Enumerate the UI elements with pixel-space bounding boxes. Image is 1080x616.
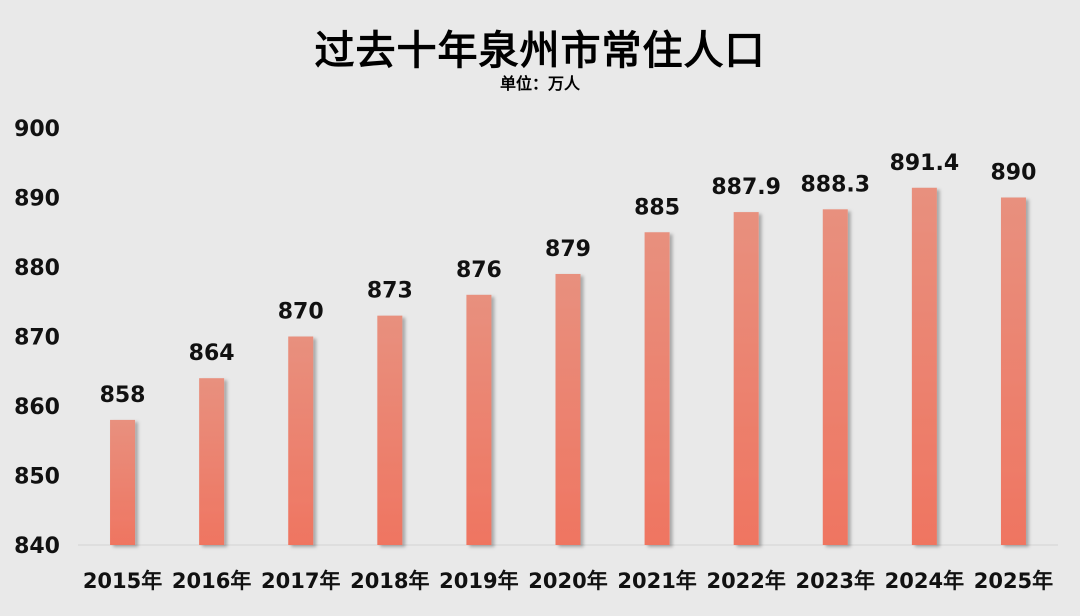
- bar: [377, 315, 403, 545]
- data-label: 873: [367, 279, 413, 304]
- bar: [555, 273, 581, 545]
- chart-subtitle: 单位：万人: [499, 74, 580, 93]
- y-tick-label: 880: [14, 256, 60, 281]
- x-tick-label: 2020年: [528, 569, 607, 593]
- data-label: 891.4: [890, 151, 960, 176]
- x-tick-label: 2021年: [617, 569, 696, 593]
- data-label: 858: [100, 383, 146, 408]
- bar: [199, 378, 225, 545]
- y-tick-label: 890: [14, 187, 60, 212]
- data-label: 864: [189, 341, 235, 366]
- bar: [733, 212, 759, 545]
- y-tick-label: 840: [14, 534, 60, 559]
- data-label: 876: [456, 258, 502, 283]
- bar: [288, 336, 314, 545]
- bar: [911, 187, 937, 545]
- data-label: 885: [634, 195, 680, 220]
- data-label: 887.9: [711, 175, 781, 200]
- bar: [466, 294, 492, 545]
- x-tick-label: 2016年: [172, 569, 251, 593]
- x-tick-label: 2019年: [439, 569, 518, 593]
- data-label: 890: [990, 161, 1036, 186]
- x-tick-label: 2022年: [706, 569, 785, 593]
- data-label: 879: [545, 237, 591, 262]
- x-tick-label: 2015年: [83, 569, 162, 593]
- chart-title: 过去十年泉州市常住人口: [314, 28, 766, 74]
- x-tick-label: 2025年: [974, 569, 1053, 593]
- data-label: 870: [278, 300, 324, 325]
- bar: [110, 419, 136, 545]
- bar: [1000, 197, 1026, 545]
- y-tick-label: 860: [14, 395, 60, 420]
- x-tick-label: 2024年: [885, 569, 964, 593]
- y-tick-label: 850: [14, 465, 60, 490]
- y-tick-label: 870: [14, 326, 60, 351]
- x-tick-label: 2017年: [261, 569, 340, 593]
- x-tick-label: 2018年: [350, 569, 429, 593]
- y-tick-label: 900: [14, 117, 60, 142]
- bar: [644, 232, 670, 545]
- bar: [822, 209, 848, 545]
- data-label: 888.3: [800, 172, 870, 197]
- x-tick-label: 2023年: [796, 569, 875, 593]
